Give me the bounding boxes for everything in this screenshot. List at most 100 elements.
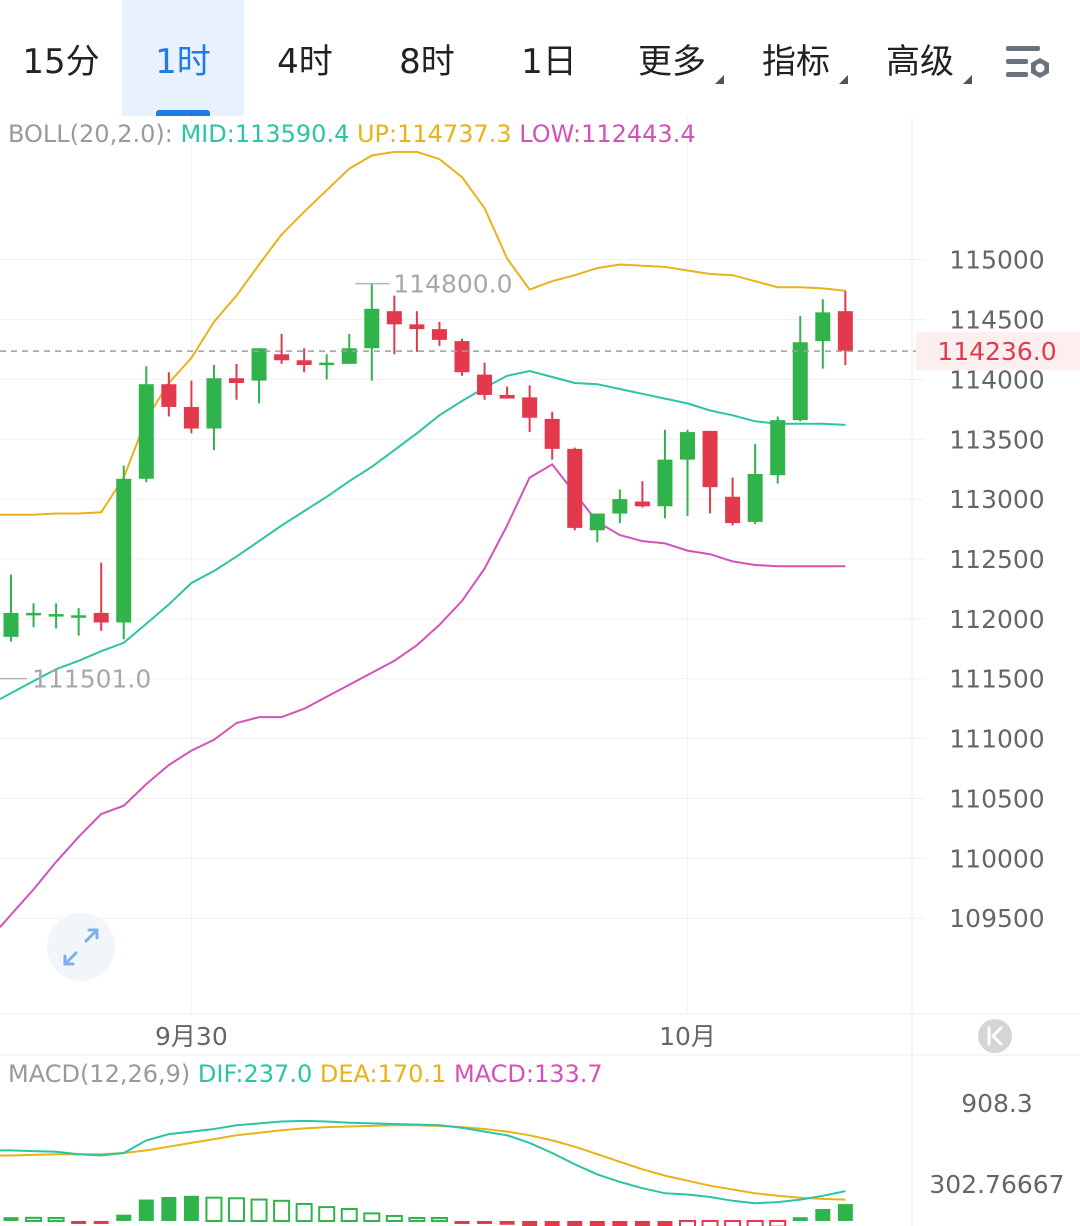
candle-body [837, 311, 853, 351]
candle [364, 283, 380, 381]
macd-histogram-bar [792, 1217, 808, 1221]
candle [567, 447, 583, 531]
macd-histogram-bar [837, 1204, 853, 1221]
candle-body [544, 418, 560, 449]
tab-6[interactable]: 更多 [610, 0, 734, 116]
macd-histogram-bar [477, 1220, 493, 1224]
macd-histogram-bar [408, 1216, 426, 1222]
candle [71, 608, 87, 636]
candle-body [206, 378, 222, 429]
chart-icons [47, 913, 1012, 1053]
time-tick-label: 9月30 [155, 1022, 228, 1051]
candle [770, 416, 786, 484]
tab-2[interactable]: 1时 [122, 0, 244, 116]
low-price-label: 111501.0 [32, 665, 151, 694]
tab-4[interactable]: 8时 [366, 0, 488, 116]
candle [116, 465, 132, 640]
tab-label: 1日 [521, 41, 577, 82]
tab-8[interactable]: 高级 [858, 0, 982, 116]
dropdown-triangle-icon [715, 75, 724, 84]
dropdown-triangle-icon [963, 75, 972, 84]
candle-body [71, 615, 87, 618]
candle-body [612, 499, 628, 514]
candle [612, 489, 628, 524]
macd-histogram-bar [589, 1220, 605, 1226]
boll-lower-line [0, 463, 846, 928]
macd-histogram-bar [228, 1197, 245, 1222]
macd-histogram-bar [47, 1216, 65, 1222]
active-tab-indicator [156, 110, 210, 116]
candle [161, 372, 177, 417]
tab-5[interactable]: 1日 [488, 0, 610, 116]
chart-settings-icon [1006, 46, 1049, 78]
candle [341, 333, 357, 364]
candle [3, 574, 19, 642]
expand-icon-bg [47, 913, 115, 981]
dropdown-triangle-icon [839, 75, 848, 84]
tab-3[interactable]: 4时 [244, 0, 366, 116]
latest-icon-glyph [987, 1026, 1003, 1046]
macd-histogram-bar [612, 1220, 628, 1226]
candle-body [48, 614, 64, 617]
macd-histogram-bar [161, 1197, 177, 1221]
macd-panel: 908.3 302.76667 [0, 1089, 1065, 1226]
macd-histogram-bar [340, 1208, 358, 1222]
macd-histogram-bar [183, 1195, 199, 1221]
candle [522, 385, 538, 433]
candle-body [93, 612, 109, 623]
expand-arrows-icon [47, 913, 115, 981]
macd-histogram-bar [701, 1219, 719, 1226]
candle-body [341, 348, 357, 364]
candlestick-series [3, 283, 853, 642]
chart-settings-button[interactable] [990, 0, 1080, 116]
macd-histogram-bar [724, 1219, 742, 1226]
candle [274, 333, 290, 364]
chart-grid [0, 116, 1080, 1226]
macd-legend-macd: MACD:133.7 [453, 1060, 603, 1088]
macd-legend-dea: DEA:170.1 [319, 1060, 447, 1088]
boll-legend: BOLL(20,2.0): MID:113590.4 UP:114737.3 L… [8, 120, 696, 148]
candle-body [364, 308, 380, 349]
macd-histogram-bar [138, 1199, 154, 1221]
macd-histogram-bar [93, 1220, 109, 1224]
candle-body [454, 341, 470, 373]
candle [454, 338, 470, 376]
price-tick-label: 112500 [949, 545, 1044, 574]
macd-histogram-bar [634, 1220, 650, 1226]
candle-body [657, 459, 673, 507]
candle-body [26, 612, 42, 616]
tab-1[interactable]: 15分 [0, 0, 122, 116]
candle-body [725, 496, 741, 524]
candle-body [477, 374, 493, 395]
candle [138, 366, 154, 483]
tab-7[interactable]: 指标 [734, 0, 858, 116]
boll-mid-line [0, 369, 846, 700]
candle [544, 411, 560, 460]
price-tick-label: 114000 [949, 365, 1044, 394]
macd-tick-label: 908.3 [961, 1089, 1033, 1118]
macd-histogram-bar [295, 1202, 313, 1222]
candle-body [815, 312, 831, 342]
candle [183, 380, 199, 434]
candle [680, 429, 695, 516]
tab-label: 指标 [762, 41, 830, 82]
candle [477, 362, 493, 400]
candle-body [499, 394, 515, 399]
macd-dea-line [0, 1124, 846, 1201]
macd-histogram-bar [769, 1219, 787, 1226]
macd-histogram-bar [116, 1214, 132, 1221]
candle [296, 348, 312, 373]
candle [251, 348, 267, 404]
tab-label: 15分 [22, 41, 100, 82]
high-price-label: 114800.0 [393, 270, 512, 299]
candle-body [3, 612, 19, 637]
bollinger-lines [0, 150, 846, 928]
macd-histogram-bar [273, 1199, 291, 1222]
price-tick-label: 111000 [949, 725, 1044, 754]
price-axis: 115000 114500 114000 113500 113000 112500 1120… [949, 246, 1044, 934]
price-tick-label: 112000 [949, 605, 1044, 634]
tab-label: 更多 [638, 41, 706, 82]
price-tick-label: 109500 [949, 904, 1044, 933]
candle [792, 315, 808, 422]
